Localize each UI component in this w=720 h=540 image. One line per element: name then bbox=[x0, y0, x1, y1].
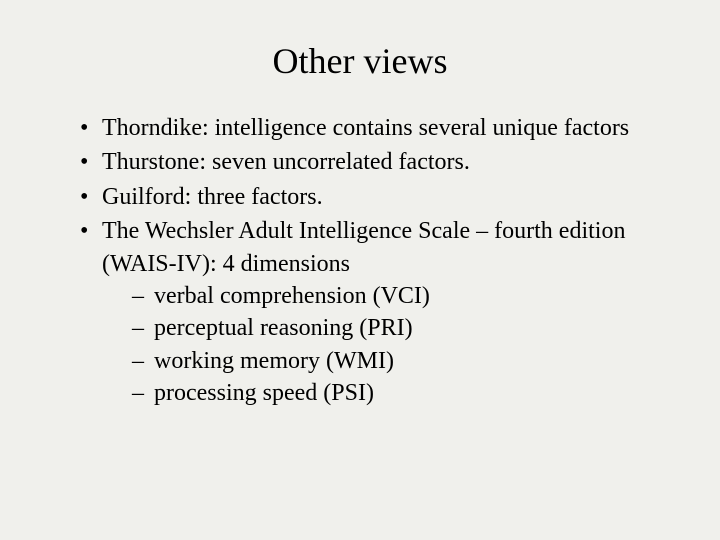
main-bullet-list: Thorndike: intelligence contains several… bbox=[50, 112, 670, 410]
sub-bullet-item: working memory (WMI) bbox=[132, 345, 670, 377]
bullet-text: The Wechsler Adult Intelligence Scale – … bbox=[102, 218, 625, 276]
bullet-item: Guilford: three factors. bbox=[80, 181, 670, 213]
sub-bullet-item: perceptual reasoning (PRI) bbox=[132, 312, 670, 344]
sub-bullet-item: processing speed (PSI) bbox=[132, 377, 670, 409]
bullet-item: Thorndike: intelligence contains several… bbox=[80, 112, 670, 144]
sub-bullet-list: verbal comprehension (VCI) perceptual re… bbox=[102, 280, 670, 410]
sub-bullet-item: verbal comprehension (VCI) bbox=[132, 280, 670, 312]
bullet-item: Thurstone: seven uncorrelated factors. bbox=[80, 146, 670, 178]
bullet-item: The Wechsler Adult Intelligence Scale – … bbox=[80, 215, 670, 409]
slide-title: Other views bbox=[50, 40, 670, 82]
